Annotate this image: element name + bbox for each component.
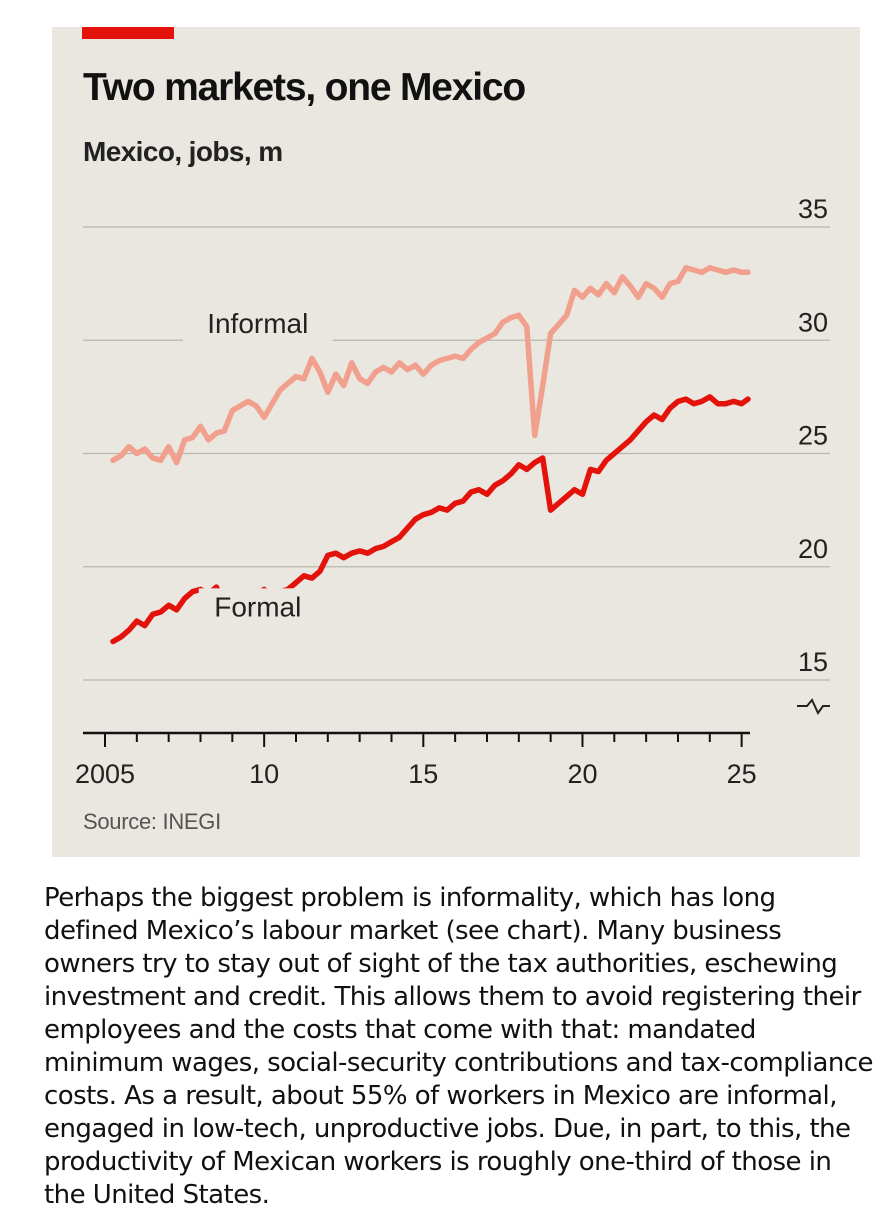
chart-source: Source: INEGI [83,809,221,834]
series-label-bg-informal [182,305,333,342]
y-tick-label-35: 35 [798,194,828,224]
brand-red-tag [82,27,174,39]
series-label-informal: Informal [207,308,308,339]
series-line-informal [110,265,751,466]
x-tick-label-10: 10 [249,759,279,789]
x-tick-label-20: 20 [567,759,597,789]
x-tick-label-15: 15 [408,759,438,789]
chart-title: Two markets, one Mexico [83,66,526,109]
chart-plot: 15 20 25 30 35 2005 10 15 20 25 Informal Formal [75,194,830,789]
y-tick-label-25: 25 [798,421,828,451]
article-paragraph: Perhaps the biggest problem is informali… [44,883,874,1210]
x-tick-label-25: 25 [727,759,757,789]
chart-subtitle: Mexico, jobs, m [83,136,283,167]
series-label-bg-formal [198,588,317,625]
y-tick-label-30: 30 [798,307,828,337]
y-axis-ticks: 15 20 25 30 35 [798,194,828,677]
y-tick-label-15: 15 [798,647,828,677]
series-label-formal: Formal [214,591,301,622]
y-tick-label-20: 20 [798,534,828,564]
x-tick-label-2005: 2005 [75,759,135,789]
series-labels: Informal Formal [182,305,333,625]
axis-break-icon [797,698,830,715]
gridlines [83,226,830,681]
x-axis: 2005 10 15 20 25 [75,731,757,789]
